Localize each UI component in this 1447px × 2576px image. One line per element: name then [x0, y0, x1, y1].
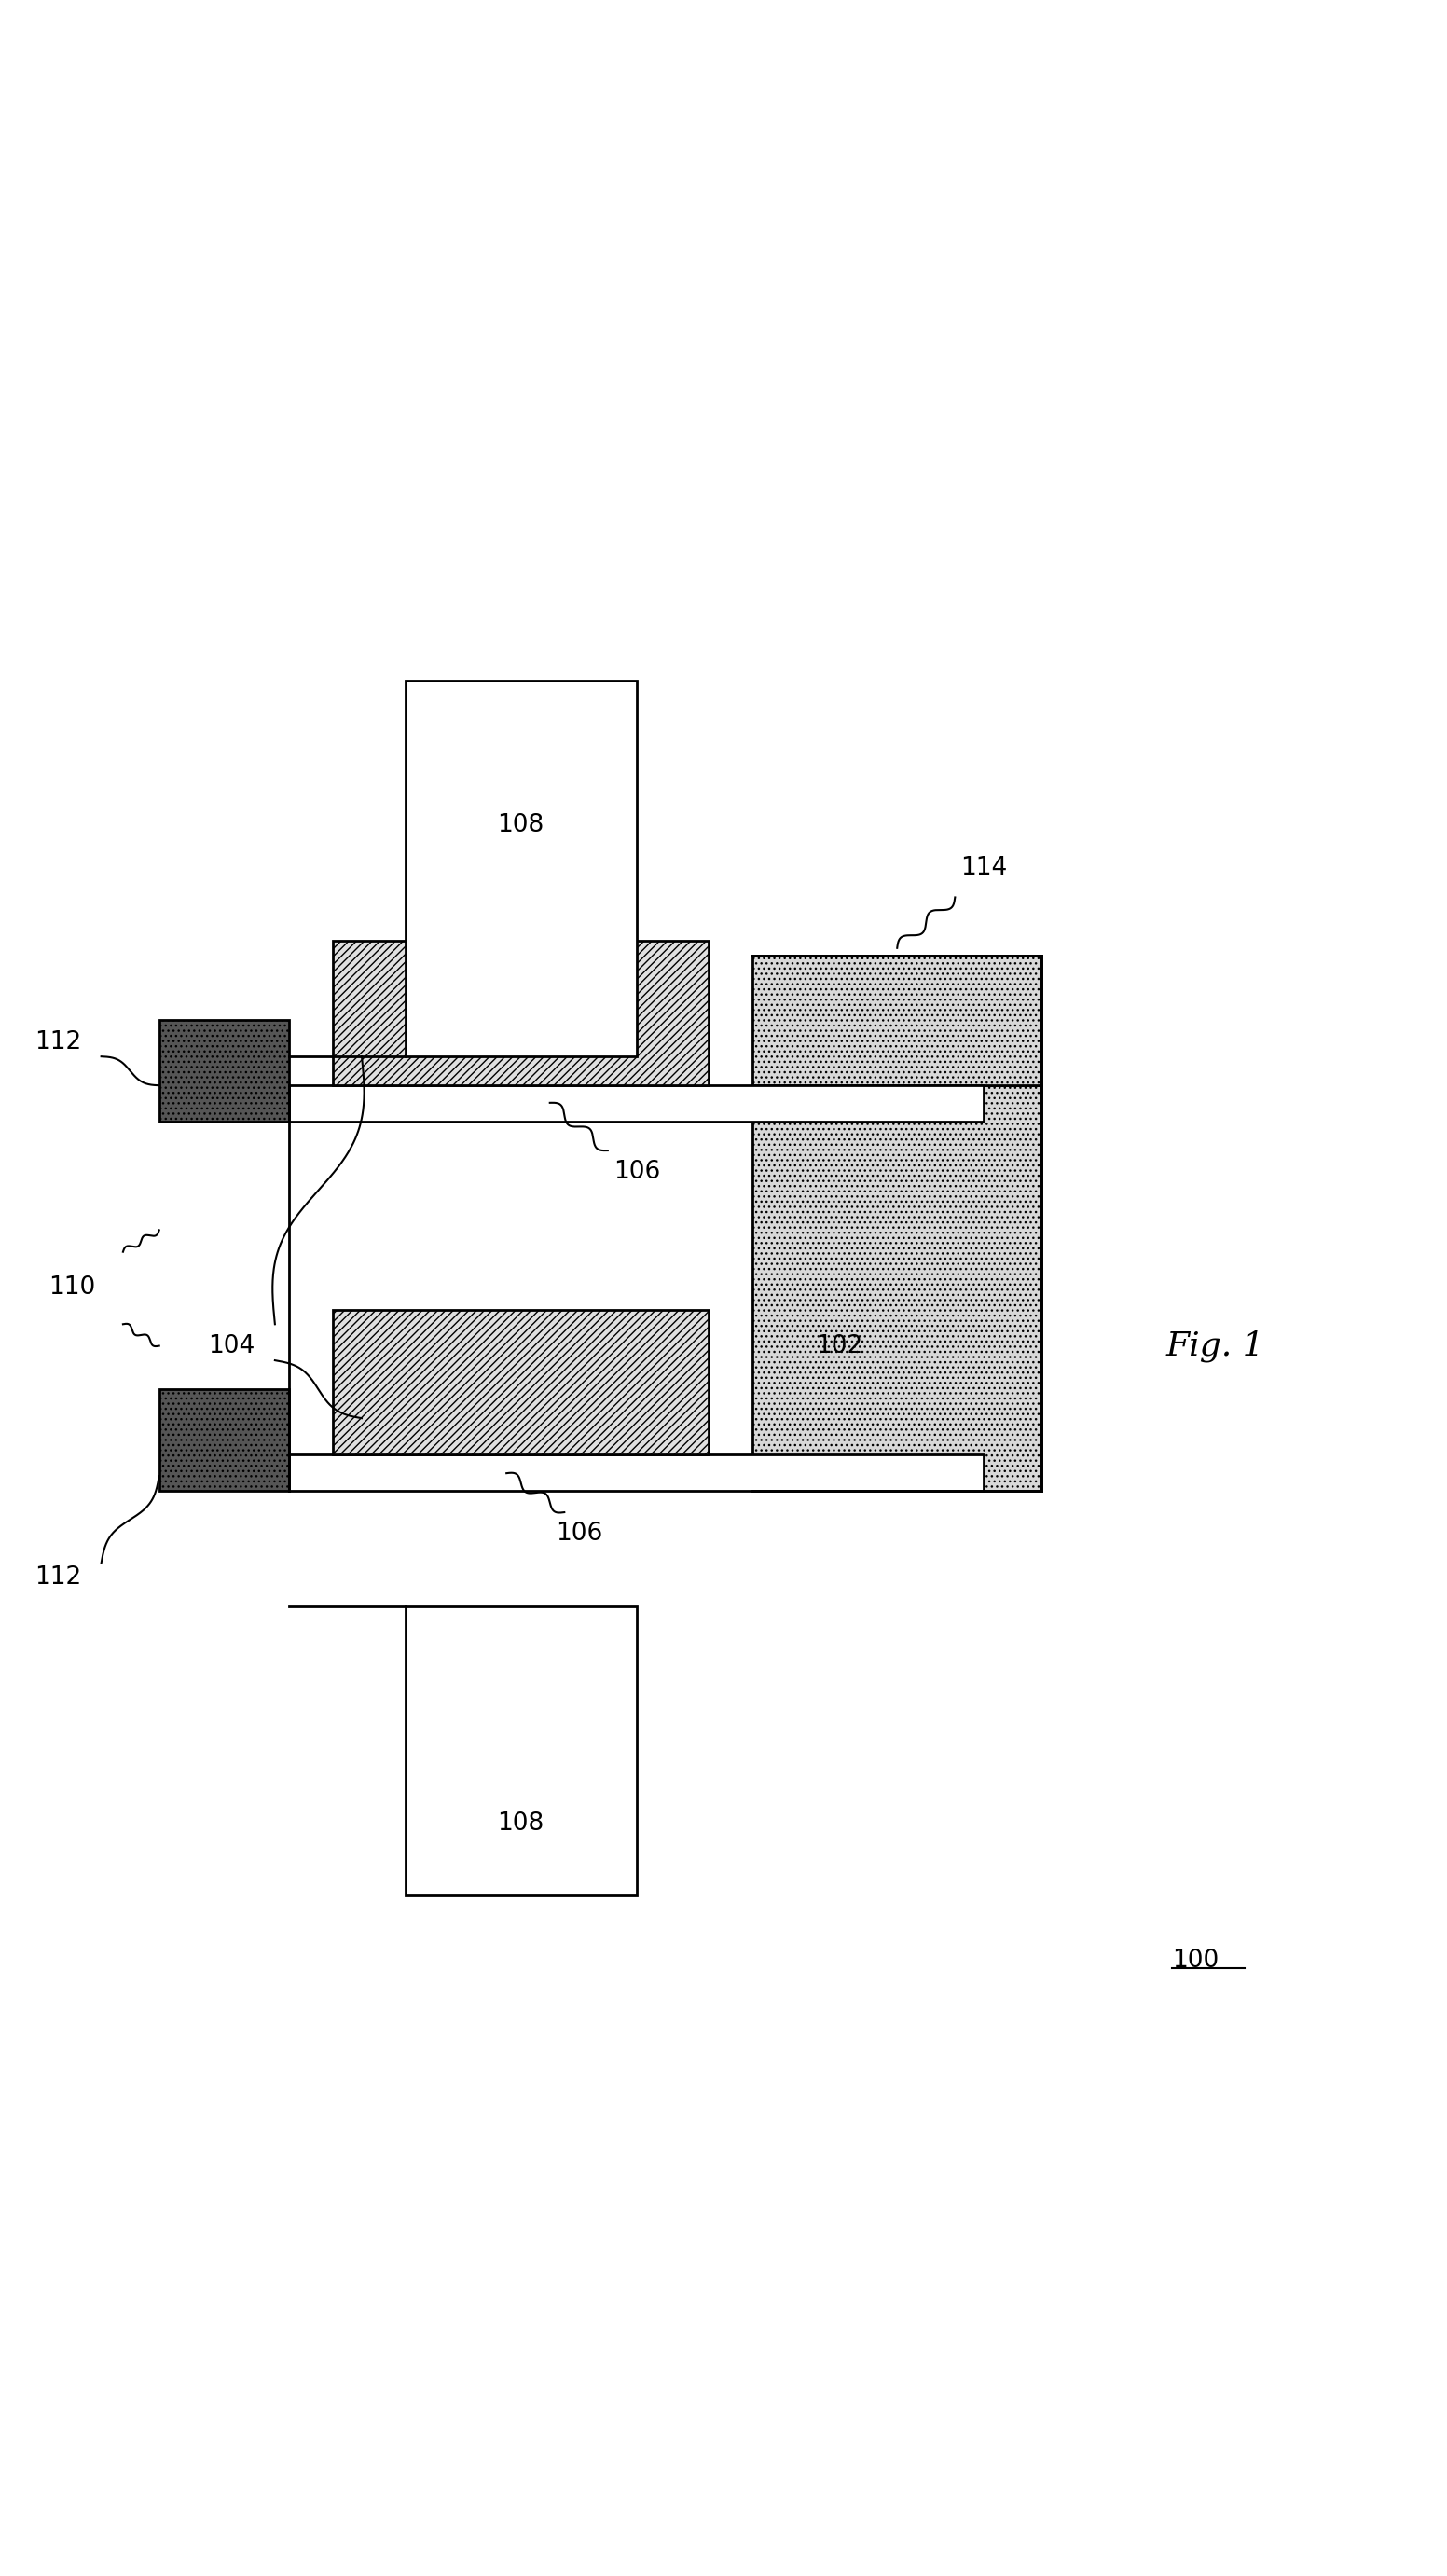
- Text: 106: 106: [614, 1159, 660, 1185]
- Text: 102: 102: [816, 1334, 862, 1358]
- Bar: [159, 1388, 289, 1492]
- Bar: [333, 940, 709, 1084]
- Bar: [289, 1455, 984, 1492]
- Text: 104: 104: [208, 1334, 255, 1358]
- Text: 112: 112: [35, 1030, 81, 1054]
- Text: 100: 100: [1172, 1947, 1218, 1973]
- Text: 110: 110: [49, 1275, 96, 1301]
- Bar: [333, 1309, 709, 1455]
- Bar: [159, 1020, 289, 1121]
- Bar: [752, 1084, 1042, 1492]
- Bar: [289, 1084, 984, 1121]
- Text: 108: 108: [498, 1811, 544, 1837]
- Text: 106: 106: [556, 1522, 602, 1546]
- Text: 112: 112: [35, 1566, 81, 1589]
- Bar: [405, 1607, 637, 1896]
- Text: 114: 114: [961, 855, 1007, 881]
- Bar: [405, 680, 637, 1056]
- Text: 108: 108: [498, 814, 544, 837]
- Bar: [752, 956, 1042, 1084]
- Text: Fig. 1: Fig. 1: [1166, 1329, 1265, 1363]
